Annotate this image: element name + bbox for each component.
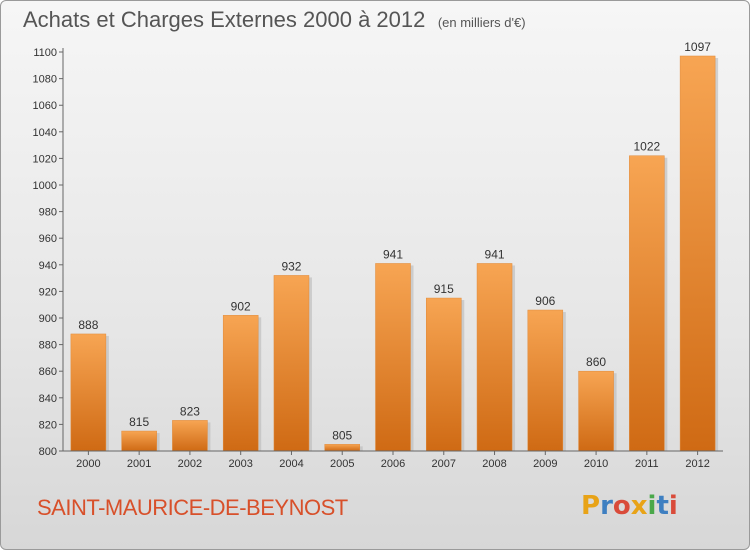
y-tick-label: 1100	[33, 47, 57, 59]
y-tick-label: 920	[39, 286, 57, 298]
bar-2002	[172, 420, 208, 452]
bar-value-label: 815	[129, 415, 149, 429]
y-tick-label: 1000	[33, 180, 57, 192]
x-tick-label: 2012	[685, 458, 709, 470]
x-tick-label: 2004	[279, 458, 303, 470]
chart-title: Achats et Charges Externes 2000 à 2012	[23, 7, 426, 32]
bar-2003	[222, 315, 259, 452]
logo-letter: i	[647, 491, 657, 521]
bar-value-label: 860	[586, 355, 606, 369]
bar-value-label: 902	[231, 299, 251, 313]
bar-value-label: 941	[383, 247, 403, 261]
bar-value-label: 941	[485, 247, 505, 261]
y-tick-label: 840	[39, 393, 57, 405]
logo-letter: o	[612, 491, 631, 521]
y-tick-label: 860	[39, 366, 57, 378]
commune-name: SAINT-MAURICE-DE-BEYNOST	[37, 495, 348, 520]
bar-value-label: 915	[434, 282, 454, 296]
x-tick-label: 2000	[76, 458, 100, 470]
x-tick-label: 2008	[482, 458, 506, 470]
bar-2005	[324, 444, 360, 452]
bar-2000	[70, 333, 107, 452]
x-tick-label: 2011	[635, 458, 659, 470]
y-tick-label: 880	[39, 340, 57, 352]
y-tick-label: 820	[39, 419, 57, 431]
bar-value-label: 805	[332, 428, 352, 442]
y-tick-label: 1040	[33, 127, 57, 139]
logo-letter: r	[600, 491, 613, 521]
logo-letter: P	[581, 491, 601, 521]
x-tick-label: 2006	[381, 458, 405, 470]
x-tick-label: 2003	[228, 458, 252, 470]
y-tick-label: 940	[39, 260, 57, 272]
bar-value-label: 932	[281, 259, 301, 273]
y-tick-label: 960	[39, 233, 57, 245]
title-row: Achats et Charges Externes 2000 à 2012 (…	[23, 7, 526, 33]
x-tick-label: 2007	[432, 458, 456, 470]
bar-value-label: 1097	[684, 40, 711, 54]
bar-2007	[426, 297, 462, 452]
y-tick-label: 1080	[33, 74, 57, 86]
bar-value-label: 1022	[633, 140, 660, 154]
y-tick-label: 1020	[33, 153, 57, 165]
x-tick-label: 2010	[584, 458, 608, 470]
bar-value-label: 888	[78, 318, 98, 332]
y-tick-label: 800	[39, 446, 57, 458]
bar-2006	[375, 263, 411, 452]
logo-letter: i	[668, 491, 678, 521]
y-tick-label: 980	[39, 207, 57, 219]
bar-value-label: 906	[535, 294, 555, 308]
logo-letter: x	[630, 491, 648, 521]
y-tick-label: 900	[39, 313, 57, 325]
x-tick-label: 2001	[127, 458, 151, 470]
chart-subtitle: (en milliers d'€)	[437, 15, 526, 30]
bar-value-label: 823	[180, 404, 200, 418]
bar-2001	[121, 430, 157, 452]
logo-letter: t	[656, 491, 669, 521]
bar-2009	[527, 309, 564, 452]
bar-2008	[476, 263, 513, 452]
x-tick-label: 2002	[178, 458, 202, 470]
bar-2010	[578, 370, 614, 452]
bar-2011	[629, 155, 665, 452]
x-tick-label: 2009	[533, 458, 557, 470]
proxiti-logo: Proxiti	[581, 491, 678, 521]
bar-2012	[679, 55, 716, 452]
bar-2004	[273, 275, 310, 452]
y-tick-label: 1060	[33, 100, 57, 112]
x-tick-label: 2005	[330, 458, 354, 470]
